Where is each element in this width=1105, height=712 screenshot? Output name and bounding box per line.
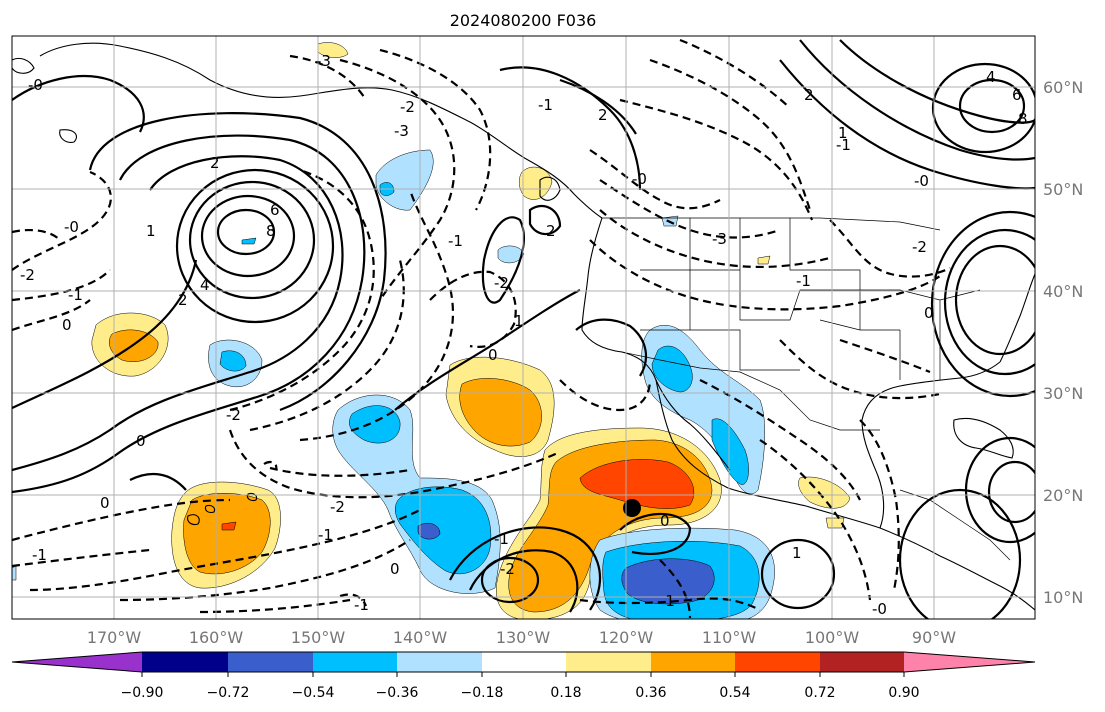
contour-label: -1 [494,530,509,548]
contour-label: -2 [226,406,241,424]
contour-label: 0 [390,560,400,578]
contour-label: -2 [912,238,927,256]
contour-label: -2 [494,274,509,292]
map-panel: 6 8 4 2 1 0 -0 2 -2 -1 -2 -1 0 -3 -2 -1 … [11,35,1036,620]
contour-label: 0 [136,432,146,450]
colorbar-segment [820,652,904,672]
contour-label: 1 [514,312,524,330]
contour-label: -0 [914,172,929,190]
contour-label: -2 [400,98,415,116]
contour-label: -3 [316,52,331,70]
colorbar-tick-label: −0.72 [207,685,250,701]
contour-label: 4 [986,68,996,86]
lon-label: 150°W [291,628,346,647]
colorbar-segment [735,652,820,672]
contour-label: -1 [354,596,369,614]
contour-label: -1 [660,592,675,610]
lat-label: 10°N [1043,588,1083,607]
lat-label: 50°N [1043,180,1083,199]
colorbar-tick-label: −0.36 [376,685,419,701]
contour-label: 1 [146,222,156,240]
contour-label: 0 [924,304,934,322]
contour-label: -1 [318,526,333,544]
lon-label: 170°W [87,628,142,647]
contour-label: -1 [796,272,811,290]
colorbar-segment [482,652,566,672]
contour-label: 8 [266,222,276,240]
contour-label: 1 [792,544,802,562]
colorbar-tick-label: 0.90 [888,685,919,701]
contour-label: -1 [538,96,553,114]
contour-label: 0 [62,316,72,334]
contour-label: 0 [660,512,670,530]
contour-label: -2 [330,498,345,516]
contour-label: -1 [68,286,83,304]
colorbar-segment [651,652,735,672]
contour-label: -0 [28,76,43,94]
lon-label: 130°W [496,628,551,647]
colorbar-ticks [141,672,905,677]
colorbar-segment [12,652,142,672]
lat-label: 30°N [1043,384,1083,403]
gridlines [12,36,1035,619]
lon-label: 160°W [189,628,244,647]
contour-label: -3 [712,230,727,248]
shaded-field [12,42,851,619]
latitude-labels: 60°N 50°N 40°N 30°N 20°N 10°N [1043,78,1083,607]
contour-label: -1 [448,232,463,250]
contour-label: -3 [394,122,409,140]
colorbar-segment [566,652,651,672]
colorbar-tick-label: −0.54 [292,685,335,701]
contour-label: 8 [1018,110,1028,128]
colorbar-tick-label: −0.18 [461,685,504,701]
colorbar-segment [228,652,313,672]
longitude-labels: 170°W 160°W 150°W 140°W 130°W 120°W 110°… [87,628,956,647]
lon-label: 90°W [912,628,956,647]
contour-label: 1 [838,124,848,142]
contour-label: 6 [270,201,280,219]
contour-label: 2 [804,86,814,104]
political-borders [602,217,1011,561]
colorbar-tick-label: −0.90 [121,685,164,701]
contour-label: 0 [488,346,498,364]
contour-label: 0 [100,494,110,512]
contour-label: 6 [1012,86,1022,104]
contour-label: 2 [178,291,188,309]
contour-label: -1 [836,136,851,154]
lat-label: 60°N [1043,78,1083,97]
lon-label: 120°W [599,628,654,647]
colorbar-segment [397,652,482,672]
colorbar-tick-label: 0.54 [719,685,750,701]
lon-label: 110°W [702,628,757,647]
lon-label: 100°W [805,628,860,647]
contour-label: 4 [200,276,210,294]
map-title: 2024080200 F036 [450,11,597,30]
colorbar-segment [313,652,397,672]
colorbar-tick-label: 0.72 [804,685,835,701]
contour-label: -0 [64,218,79,236]
lat-label: 40°N [1043,282,1083,301]
colorbar-segment [142,652,228,672]
contour-label: -0 [632,170,647,188]
colorbar-tick-label: 0.36 [635,685,666,701]
colorbar: −0.90 −0.72 −0.54 −0.36 −0.18 0.18 0.36 … [11,651,1036,701]
contour-label: -1 [32,546,47,564]
colorbar-segment [904,652,1035,672]
lon-label: 140°W [393,628,448,647]
contour-labels: 6 8 4 2 1 0 -0 2 -2 -1 -2 -1 0 -3 -2 -1 … [20,52,1028,618]
contour-label: -0 [872,600,887,618]
contour-lines [12,38,1035,619]
colorbar-tick-label: 0.18 [550,685,581,701]
contour-label: 2 [210,154,220,172]
lat-label: 20°N [1043,486,1083,505]
location-marker [623,499,641,517]
contour-label: -2 [500,560,515,578]
contour-label: 2 [546,222,556,240]
contour-label: 2 [598,106,608,124]
contour-label: -2 [20,266,35,284]
